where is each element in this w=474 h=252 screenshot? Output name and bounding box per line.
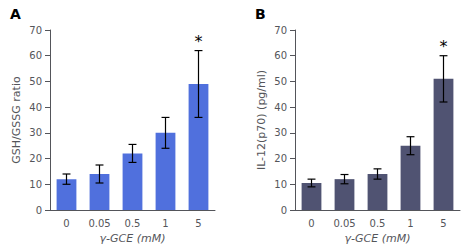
- svg-text:0.05: 0.05: [333, 218, 355, 229]
- svg-text:0: 0: [308, 218, 314, 229]
- svg-text:0.5: 0.5: [370, 218, 386, 229]
- svg-text:30: 30: [29, 127, 42, 138]
- svg-text:0: 0: [36, 205, 42, 216]
- svg-text:*: *: [195, 32, 203, 51]
- svg-text:0: 0: [281, 205, 287, 216]
- svg-text:70: 70: [274, 25, 287, 36]
- svg-text:10: 10: [274, 179, 287, 190]
- svg-text:50: 50: [274, 76, 287, 87]
- svg-text:0.5: 0.5: [125, 218, 141, 229]
- svg-text:30: 30: [274, 127, 287, 138]
- svg-text:40: 40: [29, 102, 42, 113]
- svg-text:A: A: [10, 6, 21, 22]
- svg-text:1: 1: [162, 218, 168, 229]
- svg-text:γ-GCE (mM): γ-GCE (mM): [100, 232, 166, 245]
- svg-text:0: 0: [63, 218, 69, 229]
- svg-text:20: 20: [29, 153, 42, 164]
- svg-text:5: 5: [195, 218, 201, 229]
- svg-text:10: 10: [29, 179, 42, 190]
- svg-text:40: 40: [274, 102, 287, 113]
- svg-text:70: 70: [29, 25, 42, 36]
- svg-text:50: 50: [29, 76, 42, 87]
- svg-text:B: B: [255, 6, 266, 22]
- svg-text:60: 60: [29, 50, 42, 61]
- svg-text:1: 1: [407, 218, 413, 229]
- svg-text:γ-GCE (mM): γ-GCE (mM): [345, 232, 411, 245]
- svg-text:GSH/GSSG ratio: GSH/GSSG ratio: [10, 76, 23, 164]
- svg-text:5: 5: [440, 218, 446, 229]
- svg-text:60: 60: [274, 50, 287, 61]
- svg-text:*: *: [440, 37, 448, 56]
- svg-text:0.05: 0.05: [88, 218, 110, 229]
- svg-text:20: 20: [274, 153, 287, 164]
- svg-text:IL-12(p70) (pg/ml): IL-12(p70) (pg/ml): [255, 70, 268, 170]
